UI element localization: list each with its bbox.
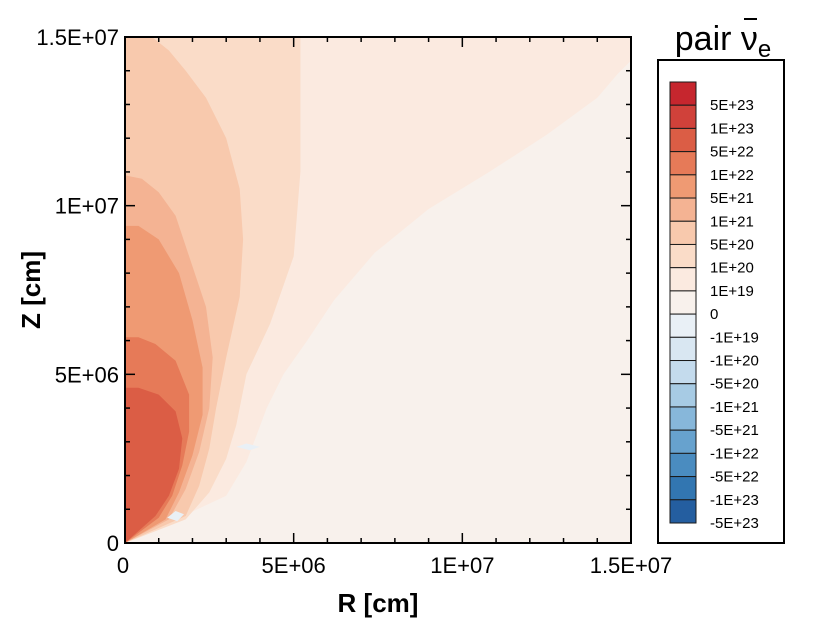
legend-label: 5E+20 xyxy=(710,236,754,253)
y-tick-label: 5E+06 xyxy=(55,362,119,387)
legend-label: 1E+23 xyxy=(710,120,754,137)
axis-ticks xyxy=(124,36,632,544)
x-tick-labels: 0 5E+06 1E+07 1.5E+07 xyxy=(117,553,672,578)
legend-swatch xyxy=(669,499,697,524)
legend-label: 1E+20 xyxy=(710,260,754,277)
legend-swatch xyxy=(669,174,697,199)
legend-swatch xyxy=(669,429,697,454)
x-tick-label: 1.5E+07 xyxy=(590,553,673,578)
legend-swatch xyxy=(669,360,697,385)
legend-label: 5E+23 xyxy=(710,97,754,114)
legend-label: 0 xyxy=(710,306,718,323)
legend-label: -5E+20 xyxy=(710,376,759,393)
x-axis-title: R [cm] xyxy=(338,588,419,618)
legend-label: -5E+21 xyxy=(710,422,759,439)
legend-swatch xyxy=(669,476,697,501)
legend-swatch xyxy=(669,452,697,478)
legend-swatch xyxy=(669,313,697,338)
legend-swatch xyxy=(669,104,697,129)
legend-label: -1E+21 xyxy=(710,399,759,416)
legend-title-prefix: pair xyxy=(675,20,741,58)
y-tick-label: 0 xyxy=(107,531,119,556)
legend-swatch xyxy=(669,220,697,245)
region--1E-19-8 xyxy=(167,511,184,522)
y-tick-labels: 0 5E+06 1E+07 1.5E+07 xyxy=(36,25,119,556)
y-axis-title: Z [cm] xyxy=(16,251,46,329)
heatmap-regions xyxy=(125,37,631,543)
legend-label: 5E+22 xyxy=(710,144,754,161)
legend-label: -1E+20 xyxy=(710,353,759,370)
legend-swatch xyxy=(669,197,697,222)
legend-swatch xyxy=(669,406,697,431)
y-tick-label: 1.5E+07 xyxy=(36,25,119,50)
legend-swatch xyxy=(669,336,697,362)
legend-title-subscript: e xyxy=(758,36,771,63)
region-5E-22-7 xyxy=(125,387,183,543)
legend-label: 1E+21 xyxy=(710,213,754,230)
legend-labels: 5E+23 1E+23 5E+22 1E+22 5E+21 1E+21 5E+20 1E+20… xyxy=(710,97,759,532)
legend-label: 1E+19 xyxy=(710,283,754,300)
legend-swatch xyxy=(669,243,697,269)
legend-swatch xyxy=(669,127,697,153)
region--1E-19-9 xyxy=(236,443,260,451)
plot-frame xyxy=(124,36,632,544)
legend-swatches xyxy=(669,81,697,524)
x-tick-label: 0 xyxy=(117,553,129,578)
legend-swatch xyxy=(669,290,697,315)
x-tick-label: 1E+07 xyxy=(430,553,494,578)
legend-label: 5E+21 xyxy=(710,190,754,207)
legend-label: -1E+19 xyxy=(710,329,759,346)
legend-label: 1E+22 xyxy=(710,167,754,184)
x-tick-label: 5E+06 xyxy=(262,553,326,578)
legend-title: pair νe xyxy=(675,20,772,63)
legend-swatch xyxy=(669,81,697,106)
legend-title-symbol: ν xyxy=(741,20,758,58)
legend-label: -5E+22 xyxy=(710,469,759,486)
y-tick-label: 1E+07 xyxy=(55,194,119,219)
legend-label: -1E+22 xyxy=(710,445,759,462)
legend-swatch xyxy=(669,267,697,292)
legend-label: -1E+23 xyxy=(710,492,759,509)
legend-swatch xyxy=(669,383,697,408)
legend-swatch xyxy=(669,151,697,176)
legend-label: -5E+23 xyxy=(710,515,759,532)
